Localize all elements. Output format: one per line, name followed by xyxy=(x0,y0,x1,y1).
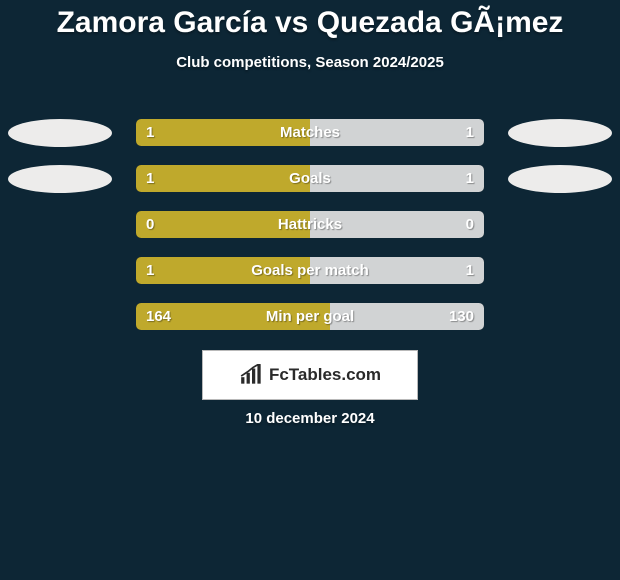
snapshot-date: 10 december 2024 xyxy=(0,410,620,427)
stat-label: Goals per match xyxy=(136,257,484,284)
logo-bold: Fc xyxy=(269,365,289,384)
stat-bar: 164 Min per goal 130 xyxy=(136,303,484,330)
page-title: Zamora García vs Quezada GÃ¡mez xyxy=(0,0,620,40)
player-avatar-right xyxy=(508,165,612,193)
stat-row: 164 Min per goal 130 xyxy=(0,294,620,340)
stat-right-value: 1 xyxy=(466,257,474,284)
stat-row: 1 Goals per match 1 xyxy=(0,248,620,294)
fctables-logo-link[interactable]: FcTables.com xyxy=(202,350,418,400)
stat-row: 1 Goals 1 xyxy=(0,156,620,202)
logo-text: FcTables.com xyxy=(269,365,381,385)
bars-icon xyxy=(239,364,265,386)
stat-label: Hattricks xyxy=(136,211,484,238)
page-subtitle: Club competitions, Season 2024/2025 xyxy=(0,54,620,71)
stat-right-value: 0 xyxy=(466,211,474,238)
stat-bar: 1 Goals 1 xyxy=(136,165,484,192)
stat-bar: 0 Hattricks 0 xyxy=(136,211,484,238)
stat-rows: 1 Matches 1 1 Goals 1 0 Hat xyxy=(0,110,620,340)
stat-right-value: 130 xyxy=(449,303,474,330)
player-avatar-right xyxy=(508,119,612,147)
stat-label: Matches xyxy=(136,119,484,146)
player-avatar-left xyxy=(8,119,112,147)
stat-right-value: 1 xyxy=(466,165,474,192)
stat-bar: 1 Goals per match 1 xyxy=(136,257,484,284)
stat-label: Goals xyxy=(136,165,484,192)
logo-rest: Tables.com xyxy=(289,365,381,384)
stat-bar: 1 Matches 1 xyxy=(136,119,484,146)
stat-row: 0 Hattricks 0 xyxy=(0,202,620,248)
stat-row: 1 Matches 1 xyxy=(0,110,620,156)
stat-label: Min per goal xyxy=(136,303,484,330)
player-avatar-left xyxy=(8,165,112,193)
stat-right-value: 1 xyxy=(466,119,474,146)
comparison-widget: Zamora García vs Quezada GÃ¡mez Club com… xyxy=(0,0,620,580)
